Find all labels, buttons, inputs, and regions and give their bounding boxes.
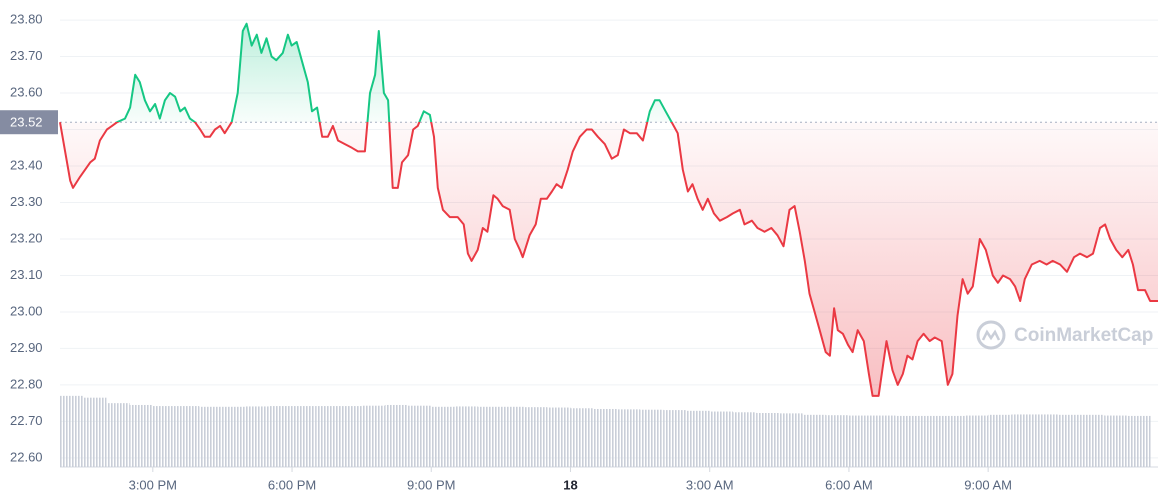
x-tick-label: 3:00 PM — [129, 477, 177, 492]
volume-bar — [709, 411, 733, 467]
volume-bar — [83, 397, 107, 467]
volume-bar — [384, 404, 409, 467]
volume-bar — [477, 406, 501, 467]
volume-bar — [454, 406, 478, 467]
volume-bar — [292, 406, 316, 467]
volume-bar — [245, 406, 269, 467]
volume-bar — [988, 414, 1012, 467]
reference-badge — [0, 110, 58, 135]
volume-bar — [222, 406, 246, 467]
volume-bar — [106, 403, 130, 467]
volume-bar — [176, 406, 200, 467]
volume-bar — [895, 415, 919, 467]
y-tick-label: 23.80 — [10, 12, 43, 27]
volume-bar — [616, 409, 641, 467]
x-tick-label: 9:00 AM — [964, 477, 1012, 492]
y-tick-label: 23.30 — [10, 194, 43, 209]
volume-bar — [941, 415, 965, 467]
volume-bar — [1034, 414, 1058, 467]
volume-bar — [872, 415, 896, 467]
y-tick-label: 22.80 — [10, 376, 43, 391]
y-tick-label: 23.00 — [10, 303, 43, 318]
price-line — [59, 22, 1158, 397]
volume-bar — [802, 414, 826, 467]
x-tick-label: 6:00 AM — [825, 477, 873, 492]
volume-bar — [918, 415, 942, 467]
volume-bar — [1057, 414, 1081, 467]
volume-bar — [1127, 415, 1151, 467]
volume-bar — [964, 415, 989, 467]
y-tick-label: 22.60 — [10, 449, 43, 464]
x-tick-label: 6:00 PM — [268, 477, 316, 492]
y-tick-label: 23.60 — [10, 84, 43, 99]
volume-bar — [825, 415, 849, 467]
watermark: CoinMarketCap — [976, 320, 1153, 350]
volume-bar — [756, 413, 780, 467]
x-tick-label: 9:00 PM — [407, 477, 455, 492]
area — [60, 23, 1158, 396]
volume-bar — [152, 406, 177, 467]
volume-bar — [129, 404, 153, 467]
volume-bar — [268, 406, 293, 467]
volume-bar — [779, 413, 803, 467]
volume-bar — [593, 408, 617, 467]
y-tick-label: 23.40 — [10, 157, 43, 172]
volume-bar — [315, 406, 339, 467]
y-tick-label: 22.70 — [10, 413, 43, 428]
volume-bar — [1011, 414, 1035, 467]
volume-bar — [1104, 415, 1128, 467]
volume-bar — [686, 410, 710, 467]
volume-bar — [338, 406, 362, 467]
y-tick-label: 23.10 — [10, 267, 43, 282]
volume-bar — [500, 406, 525, 467]
volume-bar — [1080, 414, 1105, 467]
volume-bar — [60, 395, 84, 467]
volume-bar — [547, 407, 571, 467]
x-tick-label: 3:00 AM — [686, 477, 734, 492]
volume-bar — [570, 408, 594, 467]
watermark-text: CoinMarketCap — [1014, 325, 1153, 346]
volume-bar — [732, 412, 757, 467]
volume-bar — [431, 406, 455, 467]
y-tick-label: 22.90 — [10, 340, 43, 355]
volume-bar — [848, 415, 873, 467]
x-tick-label: 18 — [563, 477, 577, 492]
volume-bar — [640, 409, 664, 467]
volume-bar — [361, 405, 385, 467]
y-tick-label: 23.20 — [10, 230, 43, 245]
reference-label: 23.52 — [10, 115, 43, 130]
volume-bar — [663, 410, 687, 467]
volume-bar — [199, 406, 223, 467]
volume-bar — [524, 407, 548, 467]
y-tick-label: 23.70 — [10, 48, 43, 63]
volume-bar — [408, 405, 432, 467]
